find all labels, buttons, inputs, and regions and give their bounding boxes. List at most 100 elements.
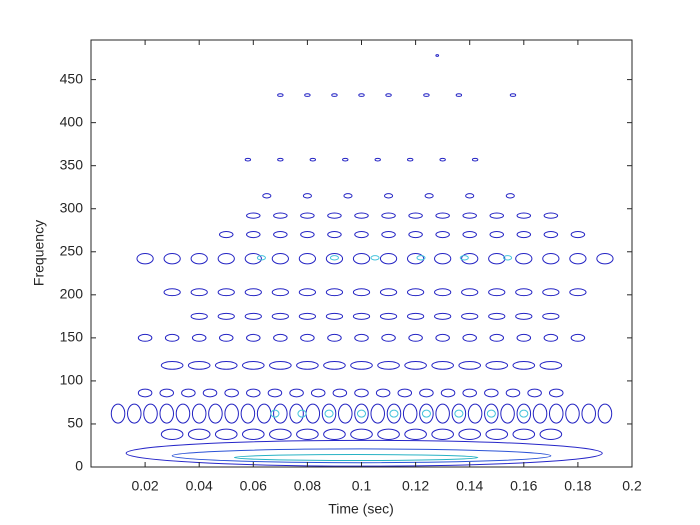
contour-line — [434, 288, 452, 297]
contour-line — [325, 288, 344, 297]
contour-line — [548, 388, 564, 398]
contour-line — [454, 409, 464, 418]
contour-line — [509, 93, 517, 97]
contour-line — [271, 288, 289, 297]
x-tick-label: 0.08 — [294, 478, 321, 494]
contour-line — [374, 157, 381, 162]
contour-line — [489, 231, 505, 239]
contour-line — [350, 428, 373, 440]
contour-line — [296, 428, 319, 440]
contour-line — [338, 403, 353, 424]
contour-line — [404, 428, 427, 440]
contour-line — [352, 252, 371, 265]
contour-line — [488, 252, 506, 265]
contour-line — [542, 252, 560, 265]
contour-line — [298, 288, 317, 297]
contour-line — [389, 409, 399, 418]
contour-line — [246, 212, 261, 219]
contour-line — [143, 403, 158, 424]
contour-line — [354, 231, 369, 239]
contour-line — [323, 361, 346, 370]
contour-line — [224, 403, 239, 424]
contour-line — [397, 388, 413, 398]
contour-line — [542, 288, 560, 297]
contour-line — [277, 93, 284, 97]
contour-line — [379, 312, 398, 320]
contour-line — [408, 212, 423, 219]
contour-line — [321, 403, 337, 424]
contour-line — [385, 93, 392, 97]
x-tick-label: 0.06 — [240, 478, 267, 494]
contour-line — [256, 255, 266, 261]
contour-line — [543, 212, 559, 219]
contour-line — [289, 388, 304, 398]
contour-line — [159, 388, 175, 398]
contour-line — [352, 288, 371, 297]
contour-line — [298, 252, 317, 265]
contour-line — [356, 409, 367, 418]
contour-line — [516, 403, 532, 424]
contour-line — [435, 333, 450, 342]
contour-line — [190, 252, 208, 265]
contour-line — [423, 93, 430, 97]
contour-line — [512, 428, 536, 440]
contour-line — [246, 231, 261, 239]
contour-line — [489, 333, 505, 342]
contour-line — [488, 288, 506, 297]
contour-line — [300, 212, 315, 219]
contour-line — [327, 231, 342, 239]
contour-line — [424, 193, 434, 199]
contour-line — [331, 93, 338, 97]
contour-line — [309, 157, 317, 162]
contour-line — [187, 361, 211, 370]
contour-line — [354, 403, 369, 424]
contour-line — [300, 333, 315, 342]
contour-line — [271, 252, 289, 265]
x-axis-label: Time (sec) — [328, 501, 394, 517]
contour-line — [512, 361, 536, 370]
contour-line — [324, 409, 334, 418]
contour-line — [352, 312, 371, 320]
contour-line — [451, 403, 467, 424]
contour-line — [461, 288, 479, 297]
contour-line — [273, 403, 288, 424]
contour-line — [277, 157, 284, 162]
contour-line — [137, 388, 153, 398]
contour-line — [459, 255, 469, 261]
contour-line — [569, 252, 587, 265]
contour-line — [125, 439, 603, 467]
contour-line — [461, 252, 479, 265]
contour-line — [416, 255, 426, 261]
contour-line — [431, 428, 454, 440]
contour-line — [435, 231, 450, 239]
contour-line — [527, 388, 542, 398]
contour-line — [190, 312, 208, 320]
contour-line — [224, 388, 239, 398]
contour-line — [191, 403, 207, 424]
y-tick-label: 250 — [60, 242, 84, 258]
contour-line — [304, 93, 311, 97]
contour-line — [217, 312, 235, 320]
contour-line — [217, 288, 235, 297]
contour-line — [455, 93, 463, 97]
contour-line — [500, 403, 515, 424]
x-tick-label: 0.2 — [622, 478, 642, 494]
contour-line — [435, 403, 450, 424]
y-tick-label: 0 — [75, 458, 83, 474]
contour-line — [515, 252, 533, 265]
contour-line — [461, 312, 479, 320]
contour-line — [246, 333, 261, 342]
x-tick-label: 0.14 — [456, 478, 483, 494]
contour-line — [298, 312, 317, 320]
contour-line — [516, 231, 532, 239]
y-tick-label: 150 — [60, 329, 84, 345]
contour-line — [273, 231, 288, 239]
contour-line — [269, 428, 292, 440]
contour-line — [159, 403, 175, 424]
contour-line — [246, 388, 261, 398]
contour-line — [244, 312, 262, 320]
contour-line — [244, 288, 262, 297]
contour-line — [515, 312, 533, 320]
contour-line — [597, 403, 613, 424]
contour-line — [289, 403, 304, 424]
